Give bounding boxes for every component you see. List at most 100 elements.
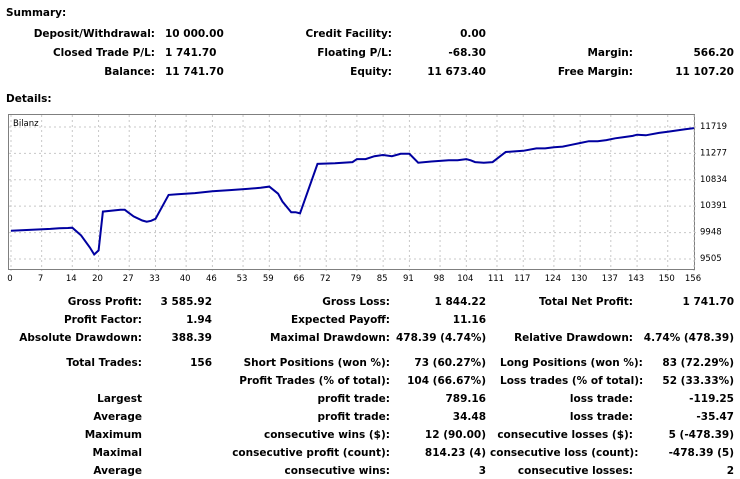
gross-profit-label: Gross Profit:: [67, 296, 142, 308]
balance-label: Balance:: [104, 66, 155, 78]
maximal-consecutive-profit-value: 814.23 (4): [424, 447, 486, 459]
average-label: Average: [93, 411, 142, 423]
y-tick-label: 9948: [700, 228, 722, 238]
avg-consecutive-wins-label: consecutive wins:: [284, 465, 390, 477]
balance-chart: Bilanz: [8, 114, 696, 271]
x-tick-label: 20: [92, 274, 103, 284]
max-consecutive-wins-value: 12 (90.00): [424, 429, 486, 441]
x-tick-label: 79: [350, 274, 361, 284]
x-tick-label: 98: [434, 274, 445, 284]
avg-consecutive-losses-value: 2: [726, 465, 734, 477]
x-tick-label: 46: [206, 274, 217, 284]
maximal-consecutive-profit-label: consecutive profit (count):: [232, 447, 390, 459]
absolute-drawdown-value: 388.39: [171, 332, 212, 344]
profit-factor-value: 1.94: [186, 314, 212, 326]
short-positions-label: Short Positions (won %):: [243, 357, 390, 369]
credit-label: Credit Facility:: [305, 28, 392, 40]
free-margin-label: Free Margin:: [557, 66, 633, 78]
x-tick-label: 156: [685, 274, 701, 284]
details-title: Details:: [6, 93, 52, 105]
largest-label: Largest: [97, 393, 142, 405]
maximal-consecutive-loss-value: -478.39 (5): [668, 447, 734, 459]
deposit-label: Deposit/Withdrawal:: [33, 28, 155, 40]
x-tick-label: 0: [7, 274, 12, 284]
credit-value: 0.00: [460, 28, 486, 40]
avg-consecutive-losses-label: consecutive losses:: [517, 465, 633, 477]
largest-profit-value: 789.16: [445, 393, 486, 405]
y-tick-label: 11719: [700, 122, 727, 132]
closed-pl-label: Closed Trade P/L:: [52, 47, 155, 59]
max-consecutive-losses-value: 5 (-478.39): [668, 429, 734, 441]
x-tick-label: 27: [123, 274, 134, 284]
x-tick-label: 59: [263, 274, 274, 284]
gross-loss-value: 1 844.22: [434, 296, 486, 308]
long-positions-label: Long Positions (won %):: [500, 357, 643, 369]
maximal-drawdown-value: 478.39 (4.74%): [396, 332, 487, 344]
equity-label: Equity:: [350, 66, 392, 78]
gross-profit-value: 3 585.92: [160, 296, 212, 308]
y-tick-label: 10834: [700, 175, 727, 185]
deposit-value: 10 000.00: [165, 28, 224, 40]
floating-pl-label: Floating P/L:: [317, 47, 392, 59]
total-trades-value: 156: [190, 357, 212, 369]
long-positions-value: 83 (72.29%): [662, 357, 734, 369]
y-tick-label: 9505: [700, 254, 722, 264]
average-consecutive-label: Average: [93, 465, 142, 477]
expected-payoff-value: 11.16: [452, 314, 486, 326]
balance-value: 11 741.70: [165, 66, 224, 78]
short-positions-value: 73 (60.27%): [414, 357, 486, 369]
x-tick-label: 53: [237, 274, 248, 284]
y-tick-label: 11277: [700, 148, 727, 158]
average-profit-value: 34.48: [452, 411, 486, 423]
x-tick-label: 130: [571, 274, 587, 284]
x-tick-label: 91: [403, 274, 414, 284]
x-tick-label: 7: [38, 274, 43, 284]
average-loss-value: -35.47: [696, 411, 734, 423]
x-tick-label: 143: [628, 274, 644, 284]
x-tick-label: 40: [180, 274, 191, 284]
profit-trades-value: 104 (66.67%): [407, 375, 486, 387]
closed-pl-value: 1 741.70: [165, 47, 217, 59]
free-margin-value: 11 107.20: [675, 66, 734, 78]
margin-label: Margin:: [587, 47, 633, 59]
summary-title: Summary:: [6, 7, 67, 19]
total-trades-label: Total Trades:: [66, 357, 142, 369]
gross-loss-label: Gross Loss:: [322, 296, 390, 308]
avg-consecutive-wins-value: 3: [478, 465, 486, 477]
y-tick-label: 10391: [700, 201, 727, 211]
equity-value: 11 673.40: [427, 66, 486, 78]
maximum-label: Maximum: [84, 429, 142, 441]
max-consecutive-losses-label: consecutive losses ($):: [497, 429, 633, 441]
x-tick-label: 104: [457, 274, 473, 284]
x-tick-label: 85: [377, 274, 388, 284]
profit-trades-label: Profit Trades (% of total):: [239, 375, 390, 387]
max-consecutive-wins-label: consecutive wins ($):: [263, 429, 390, 441]
net-profit-value: 1 741.70: [682, 296, 734, 308]
x-tick-label: 150: [659, 274, 675, 284]
profit-factor-label: Profit Factor:: [63, 314, 142, 326]
average-loss-label: loss trade:: [569, 411, 633, 423]
relative-drawdown-label: Relative Drawdown:: [514, 332, 633, 344]
x-tick-label: 14: [66, 274, 77, 284]
balance-chart-svg: Bilanz: [9, 115, 696, 271]
x-tick-label: 124: [545, 274, 561, 284]
chart-title: Bilanz: [13, 119, 39, 129]
maximal-label: Maximal: [92, 447, 142, 459]
largest-loss-label: loss trade:: [569, 393, 633, 405]
margin-value: 566.20: [693, 47, 734, 59]
x-tick-label: 66: [294, 274, 305, 284]
maximal-consecutive-loss-label: consecutive loss (count):: [490, 447, 639, 459]
maximal-drawdown-label: Maximal Drawdown:: [270, 332, 390, 344]
loss-trades-label: Loss trades (% of total):: [500, 375, 644, 387]
floating-pl-value: -68.30: [448, 47, 486, 59]
average-profit-label: profit trade:: [317, 411, 391, 423]
balance-series-line: [10, 127, 695, 257]
absolute-drawdown-label: Absolute Drawdown:: [19, 332, 142, 344]
expected-payoff-label: Expected Payoff:: [290, 314, 390, 326]
net-profit-label: Total Net Profit:: [538, 296, 633, 308]
largest-profit-label: profit trade:: [317, 393, 391, 405]
x-tick-label: 33: [149, 274, 160, 284]
x-tick-label: 72: [320, 274, 331, 284]
x-tick-label: 111: [488, 274, 504, 284]
largest-loss-value: -119.25: [689, 393, 734, 405]
